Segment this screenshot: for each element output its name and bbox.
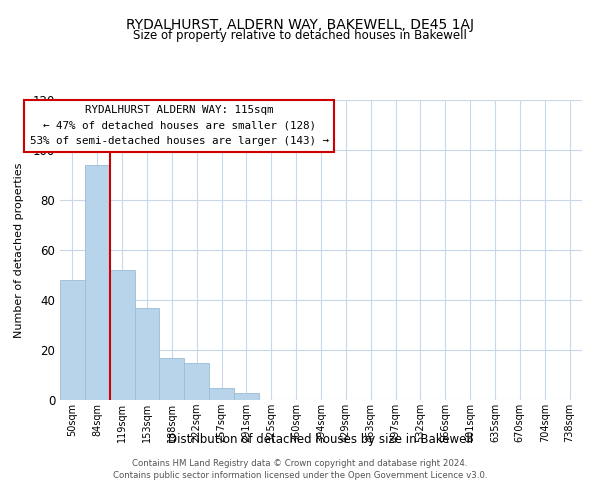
Text: RYDALHURST, ALDERN WAY, BAKEWELL, DE45 1AJ: RYDALHURST, ALDERN WAY, BAKEWELL, DE45 1… <box>126 18 474 32</box>
Bar <box>184 362 209 400</box>
Text: RYDALHURST ALDERN WAY: 115sqm
← 47% of detached houses are smaller (128)
53% of : RYDALHURST ALDERN WAY: 115sqm ← 47% of d… <box>30 105 329 146</box>
Bar <box>110 270 134 400</box>
Bar <box>234 392 259 400</box>
Bar <box>134 308 160 400</box>
Text: Contains HM Land Registry data © Crown copyright and database right 2024.
Contai: Contains HM Land Registry data © Crown c… <box>113 458 487 480</box>
Y-axis label: Number of detached properties: Number of detached properties <box>14 162 25 338</box>
Bar <box>209 388 234 400</box>
Bar <box>60 280 85 400</box>
Text: Size of property relative to detached houses in Bakewell: Size of property relative to detached ho… <box>133 30 467 43</box>
Bar <box>160 358 184 400</box>
Text: Distribution of detached houses by size in Bakewell: Distribution of detached houses by size … <box>169 432 473 446</box>
Bar <box>85 165 110 400</box>
